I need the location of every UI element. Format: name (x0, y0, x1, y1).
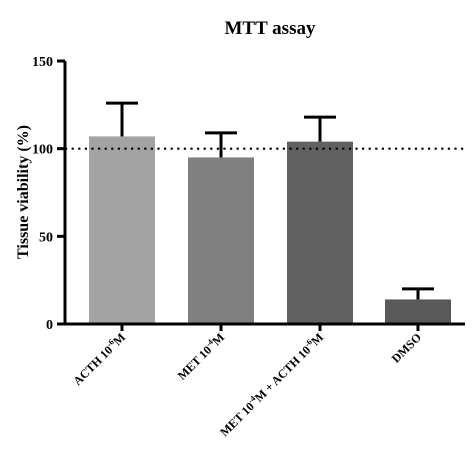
x-tick-label-2: MET 10-4M (174, 330, 227, 383)
bar-2 (188, 157, 254, 324)
y-tick-label-0: 0 (46, 318, 53, 333)
y-tick-label-100: 100 (32, 143, 53, 158)
y-tick-label-50: 50 (39, 230, 53, 245)
y-tick-label-150: 150 (32, 55, 53, 70)
chart-title: MTT assay (225, 18, 316, 39)
x-tick-label-3: MET 10-4M + ACTH 10-6M (217, 330, 327, 440)
y-axis-label: Tissue viability (%) (15, 125, 32, 259)
x-tick-label-4: DMSO (389, 330, 424, 365)
x-tick-label-1: ACTH 10-6M (70, 330, 128, 388)
bar-3 (287, 141, 353, 324)
bar-4 (385, 299, 451, 324)
bar-1 (89, 136, 155, 324)
